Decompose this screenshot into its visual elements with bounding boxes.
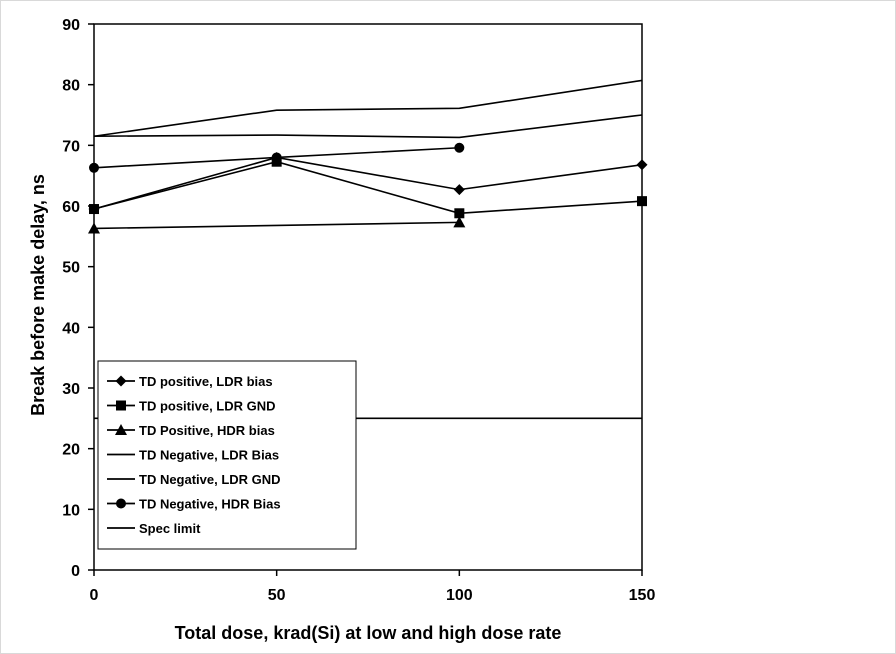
legend-marker xyxy=(116,498,126,509)
series-td-positive-hdr-bias xyxy=(88,216,466,234)
y-tick-label: 30 xyxy=(62,381,80,398)
legend-box xyxy=(97,360,357,550)
legend-item: TD Negative, HDR Bias xyxy=(107,497,281,512)
legend-marker xyxy=(115,375,127,387)
plot-layer: 0 10 20 30 40 50 60 70 80 90 0 50 100 150 xyxy=(62,17,655,604)
legend-item: TD Negative, LDR Bias xyxy=(107,448,279,463)
legend-label: TD Negative, LDR Bias xyxy=(139,448,279,463)
legend: TD positive, LDR bias TD positive, LDR GN… xyxy=(97,360,357,550)
data-point xyxy=(637,196,647,207)
legend-item: TD positive, LDR GND xyxy=(107,399,276,414)
y-tick-label: 10 xyxy=(62,502,80,519)
legend-label: TD Negative, LDR GND xyxy=(139,472,281,487)
series-td-negative-ldr-bias xyxy=(93,79,643,138)
y-tick-label: 60 xyxy=(62,199,80,216)
legend-item: TD Negative, LDR GND xyxy=(107,472,281,487)
y-tick-label: 40 xyxy=(62,320,80,337)
y-tick-label: 20 xyxy=(62,442,80,459)
y-tick-label: 70 xyxy=(62,138,80,155)
legend-label: TD Negative, HDR Bias xyxy=(139,497,281,512)
y-tick-label: 80 xyxy=(62,78,80,95)
data-point xyxy=(453,184,465,196)
x-tick-label: 150 xyxy=(629,587,656,604)
legend-item: TD Positive, HDR bias xyxy=(107,423,275,438)
y-axis-title: Break before make delay, ns xyxy=(28,174,48,416)
data-point xyxy=(88,222,100,234)
series-line xyxy=(93,160,643,215)
x-axis-title: Total dose, krad(Si) at low and high dos… xyxy=(175,623,562,643)
data-point xyxy=(636,159,648,171)
legend-label: Spec limit xyxy=(139,521,201,536)
legend-item: Spec limit xyxy=(107,521,201,536)
data-point xyxy=(271,152,282,163)
data-point xyxy=(454,142,465,153)
data-point xyxy=(89,204,99,215)
legend-item: TD positive, LDR bias xyxy=(107,374,273,389)
axis-labels: Break before make delay, ns Total dose, … xyxy=(28,174,561,643)
legend-label: TD positive, LDR bias xyxy=(139,374,273,389)
y-tick-label: 50 xyxy=(62,260,80,277)
series-line xyxy=(93,221,460,230)
legend-marker xyxy=(116,400,126,411)
series-line xyxy=(93,114,643,139)
series-td-negative-ldr-gnd xyxy=(93,114,643,139)
y-tick-label: 0 xyxy=(71,563,80,580)
legend-label: TD Positive, HDR bias xyxy=(139,423,275,438)
series-line xyxy=(93,156,643,210)
data-point xyxy=(89,162,99,173)
data-point xyxy=(454,208,465,219)
series-td-positive-ldr-bias xyxy=(88,151,648,215)
series-line xyxy=(93,79,643,138)
series-layer xyxy=(88,79,648,420)
x-tick-label: 100 xyxy=(446,587,473,604)
series-td-negative-hdr-bias xyxy=(89,142,465,173)
x-tick-label: 50 xyxy=(268,587,286,604)
data-point xyxy=(453,216,466,228)
y-tick-label: 90 xyxy=(62,17,80,34)
legend-marker xyxy=(115,424,127,435)
plot-area-border xyxy=(93,23,643,571)
x-tick-label: 0 xyxy=(90,587,99,604)
legend-label: TD positive, LDR GND xyxy=(139,399,276,414)
